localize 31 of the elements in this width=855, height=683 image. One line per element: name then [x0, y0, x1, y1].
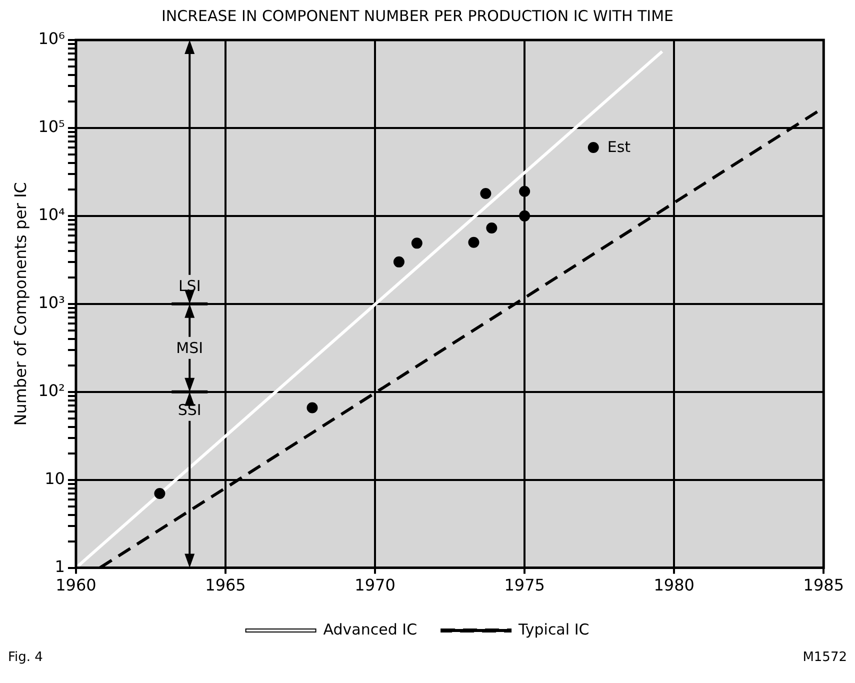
y-tick-label: 10	[44, 468, 65, 488]
x-tick-label: 1975	[504, 576, 545, 595]
point	[519, 186, 530, 197]
point	[588, 142, 599, 153]
x-tick-label: 1965	[205, 576, 246, 595]
point	[468, 236, 480, 248]
annotation: Est	[606, 138, 632, 156]
chart-title: INCREASE IN COMPONENT NUMBER PER PRODUCTION IC WITH TIME	[162, 6, 674, 25]
x-tick-label: 1980	[654, 576, 694, 595]
point	[306, 402, 318, 414]
point	[486, 222, 498, 234]
y-axis-title: Number of Components per IC	[10, 182, 30, 426]
point	[411, 238, 422, 249]
annotation: MSI	[175, 338, 204, 357]
point	[154, 488, 166, 499]
y-tick-label: 1	[54, 556, 65, 576]
text: M1572	[802, 650, 847, 665]
x-tick-label: 1970	[354, 576, 396, 595]
caption: Fig. 4	[8, 650, 43, 665]
point	[393, 256, 404, 268]
legend-label: Typical IC	[518, 620, 590, 638]
y-tick-label: 10⁵	[38, 117, 65, 136]
point	[480, 188, 492, 199]
legend-label: Advanced IC	[323, 620, 418, 638]
y-tick-label: 10³	[38, 293, 65, 312]
y-tick-label: 10⁴	[38, 205, 65, 224]
y-tick-label: 10⁶	[38, 29, 65, 48]
x-tick-label: 1960	[56, 576, 96, 595]
x-tick-label: 1985	[803, 576, 844, 595]
point	[519, 210, 530, 222]
y-tick-label: 10²	[38, 381, 65, 400]
